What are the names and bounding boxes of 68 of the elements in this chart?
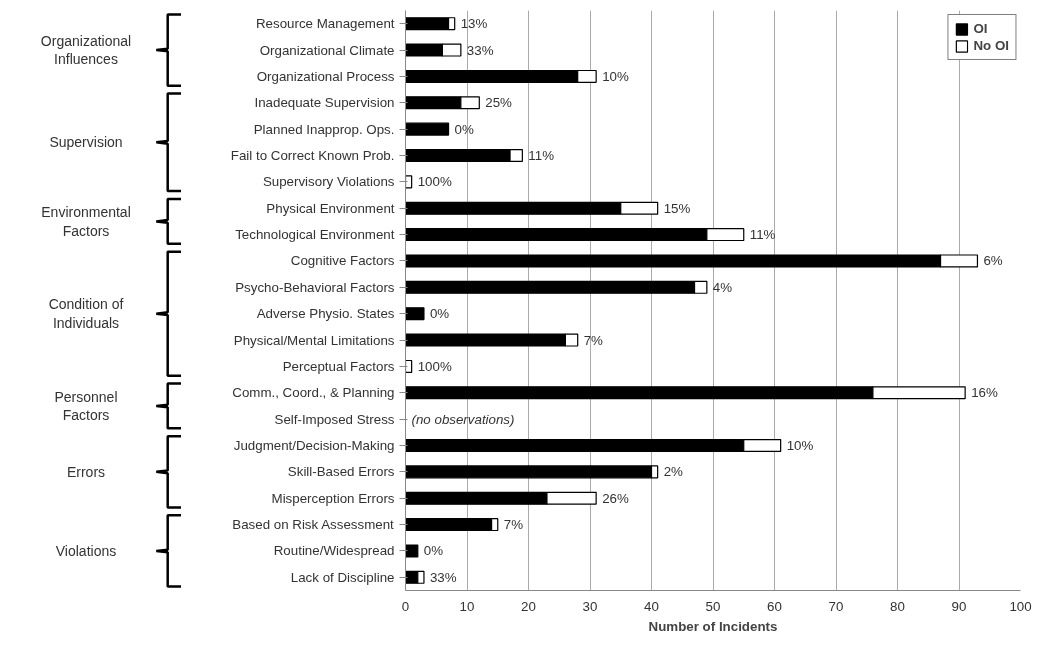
annotation: 6% [983, 253, 1003, 269]
y-tick-label: Fail to Correct Known Prob. [230, 148, 395, 163]
y-tick-label: Lack of Discipline [290, 569, 395, 585]
y-tick-label: Skill-Based Errors [287, 464, 395, 480]
annotation: 7% [503, 517, 524, 533]
annotation: 16% [971, 385, 998, 401]
annotation: 33% [429, 569, 457, 585]
legend-label: No OI [973, 38, 1009, 53]
x-tick-label: 80 [890, 598, 905, 614]
annotation: 7% [583, 332, 604, 348]
annotation: 100% [417, 174, 452, 190]
bar [405, 307, 425, 321]
y-tick-label: Supervisory Violations [262, 174, 395, 190]
x-tick-label: 20 [521, 598, 536, 614]
x-tick-label: 90 [951, 598, 967, 614]
annotation: 0% [423, 543, 444, 559]
y-tick-label: Judgment/Decision-Making [233, 438, 395, 453]
annotation: 11% [528, 148, 555, 163]
text: Organizational Influences [40, 32, 132, 68]
y-tick-label: Resource Management [255, 16, 395, 32]
text: Errors [66, 463, 106, 480]
annotation: 0% [429, 306, 450, 322]
y-tick-label: Physical/Mental Limitations [233, 332, 395, 348]
y-tick-label: Technological Environment [235, 227, 395, 243]
y-tick-label: Inadequate Supervision [254, 95, 395, 111]
annotation: 100% [417, 358, 452, 374]
annotation: 4% [712, 279, 733, 295]
x-tick-label: 10 [459, 598, 475, 614]
y-tick-label: Physical Environment [266, 200, 395, 216]
x-tick-label: 30 [582, 598, 598, 614]
text: Environmental Factors [41, 204, 131, 239]
annotation: 10% [602, 68, 629, 84]
x-axis-title: Number of Incidents [648, 618, 778, 634]
y-tick-label: Self-Imposed Stress [274, 411, 395, 427]
annotation: 15% [663, 200, 691, 216]
annotation: 25% [485, 95, 513, 111]
annotation: (no observations) [411, 411, 515, 427]
y-tick-label: Planned Inapprop. Ops. [253, 121, 395, 137]
y-tick-label: Adverse Physio. States [256, 306, 395, 322]
y-tick-label: Misperception Errors [271, 490, 395, 506]
text: Personnel Factors [54, 388, 118, 424]
y-tick-label: Organizational Climate [259, 42, 395, 58]
y-tick-label: Psycho-Behavioral Factors [235, 279, 395, 295]
annotation: 26% [602, 490, 629, 506]
y-tick-label: Routine/Widespread [273, 543, 395, 559]
annotation: 10% [786, 438, 814, 453]
annotation: 2% [663, 464, 684, 480]
annotation: 0% [454, 121, 474, 137]
legend-label: OI [973, 21, 989, 36]
x-tick-label: 0 [401, 598, 410, 614]
y-tick-label: Based on Risk Assessment [232, 517, 395, 533]
bar [405, 122, 450, 136]
text: Supervision [49, 134, 123, 151]
y-tick-label: Cognitive Factors [290, 253, 395, 269]
annotation: 13% [460, 16, 488, 32]
bar [405, 544, 419, 558]
y-tick-label: Organizational Process [256, 68, 395, 84]
text: Condition of Individuals [48, 296, 124, 331]
x-tick-label: 60 [767, 598, 782, 614]
text: Violations [55, 542, 117, 559]
annotation: 33% [466, 42, 494, 58]
x-tick-label: 70 [828, 598, 844, 614]
annotation: 11% [749, 227, 776, 243]
y-tick-label: Perceptual Factors [282, 358, 395, 374]
x-tick-label: 100 [1009, 598, 1032, 614]
x-tick-label: 40 [644, 598, 659, 614]
y-tick-label: Comm., Coord., & Planning [232, 385, 395, 401]
x-tick-label: 50 [705, 598, 721, 614]
